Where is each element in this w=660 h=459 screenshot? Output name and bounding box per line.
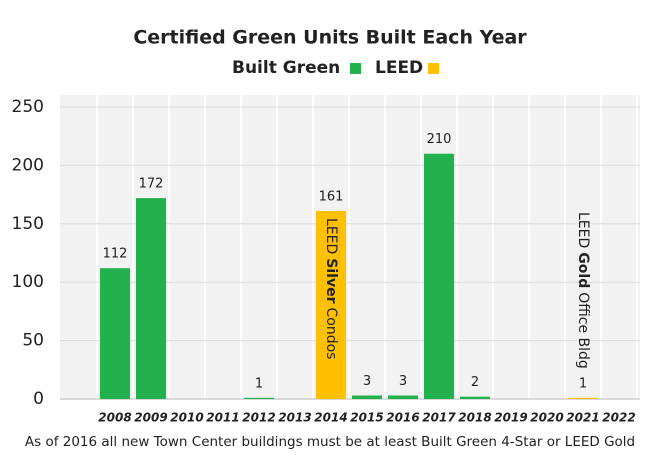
value-label: 112 (103, 247, 128, 262)
x-tick-label: 2015 (350, 411, 383, 425)
legend-label: LEED (375, 58, 423, 78)
value-label: 210 (427, 132, 452, 147)
x-tick-label: 2016 (386, 411, 419, 425)
legend-label: Built Green (232, 58, 340, 78)
bar (136, 198, 166, 399)
bar (100, 268, 130, 399)
x-tick-label: 2021 (566, 411, 599, 425)
x-tick-label: 2012 (242, 411, 275, 425)
y-tick-label: 0 (33, 389, 44, 409)
value-label: 161 (319, 189, 344, 204)
value-label: 3 (363, 374, 371, 389)
x-tick-label: 2008 (98, 411, 131, 425)
legend-swatch (350, 63, 361, 74)
annotation-part: Condos (323, 308, 339, 360)
x-tick-label: 2010 (170, 411, 203, 425)
bar (316, 210, 346, 399)
y-tick-label: 250 (12, 97, 44, 117)
y-tick-label: 200 (12, 155, 44, 175)
bar (388, 395, 418, 399)
y-tick-label: 150 (12, 214, 44, 234)
value-label: 1 (255, 376, 263, 391)
bar (424, 153, 454, 399)
annotation: LEED Silver Condos (323, 218, 339, 359)
x-tick-label: 2022 (602, 411, 635, 425)
value-label: 2 (471, 375, 479, 390)
annotation-part: LEED (323, 218, 339, 254)
annotation-part: Gold (575, 252, 591, 288)
x-tick-label: 2013 (278, 411, 311, 425)
x-tick-label: 2018 (458, 411, 491, 425)
bar (460, 396, 490, 399)
annotation-part: Silver (323, 258, 339, 303)
bar (244, 397, 274, 399)
y-tick-label: 100 (12, 272, 44, 292)
value-label: 3 (399, 374, 407, 389)
value-label: 172 (139, 177, 164, 192)
footnote: As of 2016 all new Town Center buildings… (25, 434, 635, 450)
legend-swatch (428, 63, 439, 74)
chart-title: Certified Green Units Built Each Year (133, 27, 527, 49)
x-tick-label: 2009 (134, 411, 167, 425)
x-tick-label: 2011 (206, 411, 239, 425)
annotation: LEED Gold Office Bldg (575, 212, 591, 369)
bar (568, 397, 598, 399)
value-label: 1 (579, 376, 587, 391)
x-tick-label: 2019 (494, 411, 527, 425)
bar (352, 395, 382, 399)
annotation-part: Office Bldg (575, 292, 591, 369)
x-tick-label: 2014 (314, 411, 347, 425)
x-tick-label: 2017 (422, 411, 456, 425)
y-tick-label: 50 (22, 331, 44, 351)
annotation-part: LEED (575, 212, 591, 248)
x-tick-label: 2020 (530, 411, 563, 425)
